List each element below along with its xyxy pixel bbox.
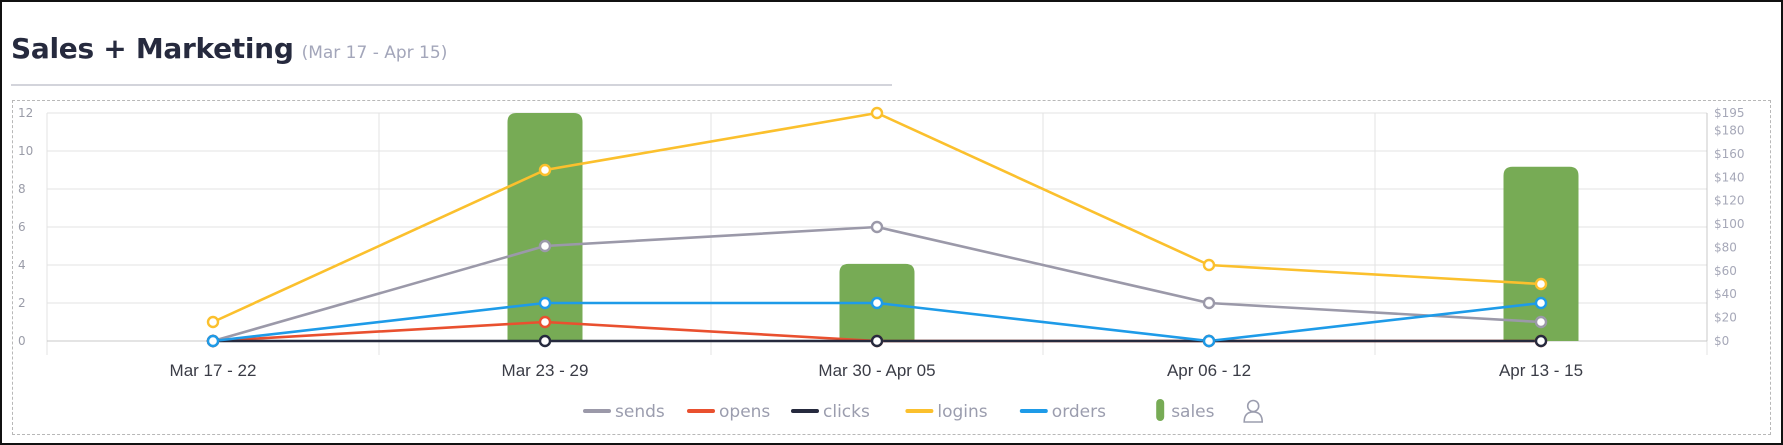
logins-point[interactable] [870, 106, 884, 120]
y-right-tick-label: $195 [1714, 106, 1745, 120]
sends-point[interactable] [1534, 315, 1548, 329]
x-tick-label: Mar 30 - Apr 05 [818, 361, 935, 380]
y-left-tick-label: 4 [18, 258, 26, 272]
y-right-tick-label: $0 [1714, 334, 1729, 348]
logins-point[interactable] [1534, 277, 1548, 291]
sends-legend-label[interactable]: sends [615, 402, 665, 422]
orders-point[interactable] [1534, 296, 1548, 310]
sends-point[interactable] [870, 220, 884, 234]
opens-point[interactable] [538, 315, 552, 329]
y-right-tick-label: $140 [1714, 170, 1745, 184]
y-left-tick-label: 2 [18, 296, 26, 310]
orders-legend-label[interactable]: orders [1052, 402, 1106, 422]
x-tick-label: Mar 17 - 22 [170, 361, 257, 380]
x-tick-label: Mar 23 - 29 [502, 361, 589, 380]
clicks-point[interactable] [1534, 334, 1548, 348]
x-tick-label: Apr 06 - 12 [1167, 361, 1251, 380]
sales-legend-label[interactable]: sales [1171, 402, 1214, 422]
sales-legend-swatch[interactable] [1156, 399, 1165, 421]
sales-bar [507, 113, 583, 341]
clicks-point[interactable] [870, 334, 884, 348]
logins-point[interactable] [206, 315, 220, 329]
y-left-tick-label: 8 [18, 182, 26, 196]
chart-header: Sales + Marketing (Mar 17 - Apr 15) [11, 32, 447, 65]
chart-area [12, 100, 1771, 435]
y-left-tick-label: 0 [18, 334, 26, 348]
logins-legend-label[interactable]: logins [937, 402, 987, 422]
y-right-tick-label: $120 [1714, 194, 1745, 208]
logins-point[interactable] [538, 163, 552, 177]
clicks-point[interactable] [538, 334, 552, 348]
chart-title: Sales + Marketing [11, 32, 294, 65]
y-left-tick-label: 10 [18, 144, 33, 158]
date-range-subtitle: (Mar 17 - Apr 15) [301, 43, 448, 63]
title-divider [11, 84, 892, 86]
x-tick-label: Apr 13 - 15 [1499, 361, 1583, 380]
y-right-tick-label: $180 [1714, 124, 1745, 138]
orders-point[interactable] [1202, 334, 1216, 348]
opens-legend-label[interactable]: opens [719, 402, 770, 422]
y-right-tick-label: $60 [1714, 264, 1737, 278]
orders-point[interactable] [538, 296, 552, 310]
clicks-legend-label[interactable]: clicks [823, 402, 870, 422]
sales-bar [1503, 166, 1579, 341]
orders-point[interactable] [870, 296, 884, 310]
logins-point[interactable] [1202, 258, 1216, 272]
y-left-tick-label: 6 [18, 220, 26, 234]
person-icon-body [1243, 411, 1264, 423]
sends-point[interactable] [538, 239, 552, 253]
y-right-tick-label: $100 [1714, 217, 1745, 231]
y-right-tick-label: $160 [1714, 147, 1745, 161]
y-right-tick-label: $80 [1714, 240, 1737, 254]
y-right-tick-label: $40 [1714, 287, 1737, 301]
person-icon[interactable] [1246, 399, 1260, 413]
sends-point[interactable] [1202, 296, 1216, 310]
y-left-tick-label: 12 [18, 106, 33, 120]
y-right-tick-label: $20 [1714, 311, 1737, 325]
orders-point[interactable] [206, 334, 220, 348]
